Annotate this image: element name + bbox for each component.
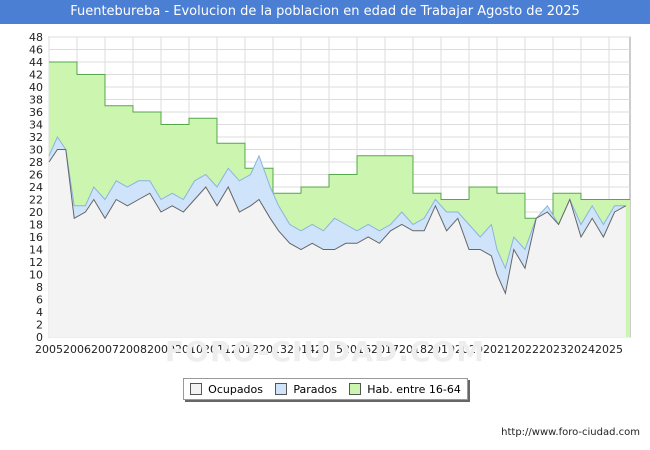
x-tick-label: 2021 bbox=[483, 343, 511, 356]
y-tick-label: 46 bbox=[29, 44, 43, 57]
y-tick-label: 8 bbox=[36, 281, 43, 294]
x-tick-label: 2020 bbox=[455, 343, 483, 356]
x-tick-label: 2010 bbox=[175, 343, 203, 356]
source-url[interactable]: http://www.foro-ciudad.com bbox=[501, 427, 640, 438]
x-tick-label: 2019 bbox=[427, 343, 455, 356]
legend-label-hab: Hab. entre 16-64 bbox=[367, 382, 461, 396]
parados-line bbox=[48, 135, 626, 270]
x-tick-label: 2014 bbox=[287, 343, 315, 356]
legend-label-ocupados: Ocupados bbox=[208, 382, 264, 396]
y-axis: 0246810121416182022242628303234363840424… bbox=[29, 31, 43, 344]
x-tick-label: 2006 bbox=[63, 343, 91, 356]
x-tick-label: 2018 bbox=[399, 343, 427, 356]
x-tick-label: 2024 bbox=[567, 343, 595, 356]
chart-title: Fuentebureba - Evolucion de la poblacion… bbox=[0, 0, 650, 24]
x-tick-label: 2016 bbox=[343, 343, 371, 356]
y-tick-label: 20 bbox=[29, 206, 43, 219]
x-tick-label: 2023 bbox=[539, 343, 567, 356]
ocupados-area bbox=[49, 149, 626, 337]
y-tick-label: 12 bbox=[29, 256, 43, 269]
y-tick-label: 2 bbox=[36, 319, 43, 332]
y-tick-label: 18 bbox=[29, 219, 43, 232]
y-tick-label: 30 bbox=[29, 144, 43, 157]
y-tick-label: 42 bbox=[29, 69, 43, 82]
legend: Ocupados Parados Hab. entre 16-64 bbox=[183, 378, 468, 400]
legend-item-hab: Hab. entre 16-64 bbox=[349, 383, 461, 396]
legend-item-ocupados: Ocupados bbox=[190, 383, 263, 396]
legend-label-parados: Parados bbox=[293, 382, 337, 396]
y-tick-label: 22 bbox=[29, 194, 43, 207]
y-tick-label: 10 bbox=[29, 269, 43, 282]
y-tick-label: 0 bbox=[36, 331, 43, 344]
y-tick-label: 16 bbox=[29, 231, 43, 244]
y-tick-label: 4 bbox=[36, 306, 43, 319]
watermark: FORO-CIUDAD.COM bbox=[164, 335, 486, 368]
x-tick-label: 2005 bbox=[35, 343, 63, 356]
swatch-ocupados bbox=[190, 383, 203, 395]
hab-line bbox=[49, 61, 630, 219]
y-tick-label: 32 bbox=[29, 131, 43, 144]
swatch-parados bbox=[275, 383, 288, 395]
y-tick-label: 34 bbox=[29, 119, 43, 132]
y-tick-label: 14 bbox=[29, 244, 43, 257]
x-tick-label: 2013 bbox=[259, 343, 287, 356]
y-tick-label: 48 bbox=[29, 31, 43, 44]
y-tick-label: 38 bbox=[29, 94, 43, 107]
x-tick-label: 2015 bbox=[315, 343, 343, 356]
x-tick-label: 2022 bbox=[511, 343, 539, 356]
series-layer bbox=[48, 61, 630, 337]
x-tick-label: 2007 bbox=[91, 343, 119, 356]
x-tick-label: 2012 bbox=[231, 343, 259, 356]
swatch-hab bbox=[349, 383, 362, 395]
x-tick-label: 2009 bbox=[147, 343, 175, 356]
y-tick-label: 40 bbox=[29, 81, 43, 94]
x-tick-label: 2025 bbox=[595, 343, 623, 356]
ocupados-line bbox=[48, 149, 627, 295]
x-tick-label: 2008 bbox=[119, 343, 147, 356]
y-tick-label: 36 bbox=[29, 106, 43, 119]
y-tick-label: 28 bbox=[29, 156, 43, 169]
y-tick-label: 26 bbox=[29, 169, 43, 182]
x-axis: 2005 2006 2007 2008 2009 2010 2011 2012 2013 2014… bbox=[35, 343, 623, 356]
y-tick-label: 44 bbox=[29, 56, 43, 69]
legend-item-parados: Parados bbox=[275, 383, 337, 396]
x-tick-label: 2017 bbox=[371, 343, 399, 356]
y-tick-label: 6 bbox=[36, 294, 43, 307]
x-tick-label: 2011 bbox=[203, 343, 231, 356]
y-tick-label: 24 bbox=[29, 181, 43, 194]
